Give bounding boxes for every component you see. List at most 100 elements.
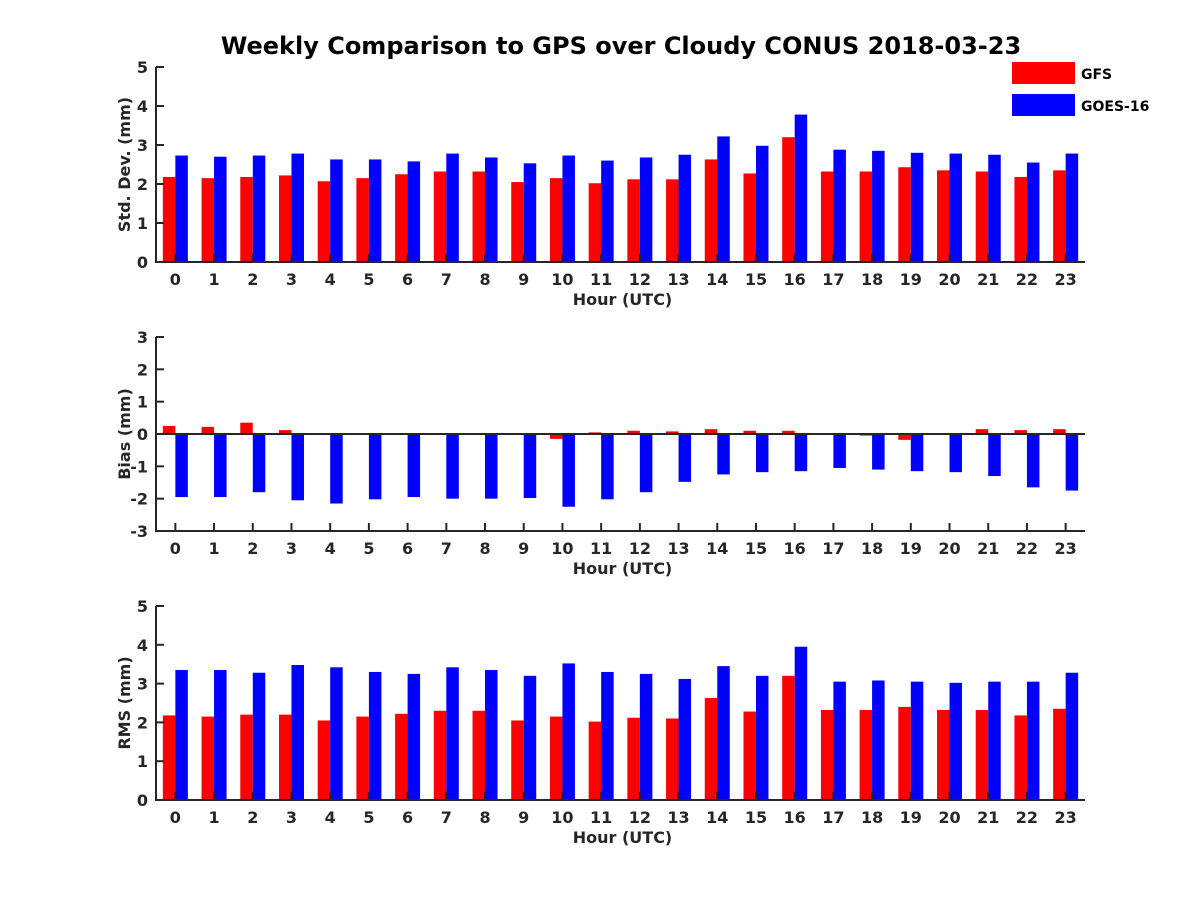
bar-goes16-bias-hour-1 xyxy=(214,434,227,498)
x-tick-label-stddev: 6 xyxy=(402,270,413,289)
bar-gfs-rms-hour-8 xyxy=(472,710,486,800)
y-tick-label-bias: 1 xyxy=(137,393,148,412)
bar-gfs-stddev-hour-8 xyxy=(472,171,486,262)
bar-gfs-bias-hour-13 xyxy=(666,431,679,434)
x-axis-label-rms: Hour (UTC) xyxy=(573,828,673,847)
bar-goes16-bias-hour-6 xyxy=(407,434,421,498)
bar-gfs-rms-hour-17 xyxy=(820,709,834,800)
bar-goes16-stddev-hour-2 xyxy=(252,155,266,262)
x-tick-label-rms: 17 xyxy=(822,808,844,827)
bar-goes16-stddev-hour-6 xyxy=(407,161,421,262)
y-axis-label-rms: RMS (mm) xyxy=(115,656,134,749)
x-tick-label-rms: 16 xyxy=(784,808,806,827)
x-tick-label-bias: 13 xyxy=(667,539,689,558)
bar-gfs-stddev-hour-2 xyxy=(240,176,253,262)
bar-goes16-rms-hour-8 xyxy=(485,670,498,800)
bar-goes16-bias-hour-19 xyxy=(910,434,924,472)
bar-goes16-bias-hour-9 xyxy=(523,434,537,499)
bar-gfs-bias-hour-16 xyxy=(782,430,795,434)
bar-gfs-rms-hour-18 xyxy=(859,709,873,800)
bar-goes16-stddev-hour-18 xyxy=(872,150,885,262)
bar-gfs-stddev-hour-3 xyxy=(278,175,292,262)
x-tick-label-stddev: 17 xyxy=(822,270,844,289)
x-tick-label-bias: 1 xyxy=(208,539,219,558)
y-tick-label-stddev: 2 xyxy=(137,175,148,194)
x-tick-label-rms: 19 xyxy=(900,808,922,827)
bar-gfs-rms-hour-3 xyxy=(278,714,292,800)
y-tick-label-rms: 3 xyxy=(137,675,148,694)
x-tick-label-stddev: 5 xyxy=(363,270,374,289)
bar-gfs-bias-hour-21 xyxy=(975,429,989,434)
x-tick-label-bias: 22 xyxy=(1016,539,1038,558)
bar-gfs-stddev-hour-15 xyxy=(743,173,756,262)
x-tick-label-rms: 23 xyxy=(1055,808,1077,827)
y-tick-label-rms: 4 xyxy=(137,636,148,655)
y-axis-label-bias: Bias (mm) xyxy=(115,388,134,480)
x-tick-label-bias: 2 xyxy=(247,539,258,558)
bar-goes16-rms-hour-14 xyxy=(717,666,730,800)
bar-gfs-stddev-hour-4 xyxy=(317,181,331,262)
x-tick-label-bias: 21 xyxy=(977,539,999,558)
y-tick-label-stddev: 5 xyxy=(137,58,148,77)
y-tick-label-bias: 0 xyxy=(137,425,148,444)
y-tick-label-rms: 0 xyxy=(137,791,148,810)
x-tick-label-stddev: 7 xyxy=(441,270,452,289)
y-tick-label-rms: 1 xyxy=(137,752,148,771)
bar-goes16-rms-hour-18 xyxy=(872,680,885,800)
x-tick-label-bias: 12 xyxy=(629,539,651,558)
bar-goes16-bias-hour-11 xyxy=(601,434,614,500)
y-tick-label-stddev: 1 xyxy=(137,214,148,233)
bar-goes16-bias-hour-23 xyxy=(1065,434,1079,491)
bar-gfs-stddev-hour-10 xyxy=(549,178,563,262)
bar-gfs-rms-hour-2 xyxy=(240,714,253,800)
legend-label-goes16: GOES-16 xyxy=(1081,99,1149,115)
bar-gfs-stddev-hour-20 xyxy=(937,170,950,262)
bar-goes16-stddev-hour-19 xyxy=(910,152,924,262)
x-tick-label-bias: 20 xyxy=(938,539,960,558)
bar-goes16-rms-hour-23 xyxy=(1065,672,1079,800)
bar-gfs-bias-hour-0 xyxy=(162,425,176,434)
x-tick-label-rms: 14 xyxy=(706,808,728,827)
bar-goes16-stddev-hour-12 xyxy=(639,157,653,262)
bar-gfs-stddev-hour-14 xyxy=(704,159,718,262)
bar-goes16-stddev-hour-16 xyxy=(794,114,808,262)
y-tick-label-bias: -1 xyxy=(130,457,148,476)
x-tick-label-rms: 6 xyxy=(402,808,413,827)
bar-goes16-stddev-hour-1 xyxy=(214,156,227,262)
x-tick-label-rms: 10 xyxy=(551,808,573,827)
x-axis-label-stddev: Hour (UTC) xyxy=(573,290,673,309)
x-tick-label-stddev: 14 xyxy=(706,270,728,289)
y-tick-label-bias: -3 xyxy=(130,522,148,541)
bar-gfs-bias-hour-10 xyxy=(549,434,563,439)
legend-swatch-gfs xyxy=(1012,62,1075,84)
x-tick-label-stddev: 20 xyxy=(938,270,960,289)
x-tick-label-bias: 6 xyxy=(402,539,413,558)
bar-gfs-bias-hour-14 xyxy=(704,429,718,434)
bar-goes16-stddev-hour-3 xyxy=(291,153,304,262)
x-tick-label-rms: 18 xyxy=(861,808,883,827)
bar-gfs-stddev-hour-13 xyxy=(666,179,679,262)
bar-gfs-stddev-hour-18 xyxy=(859,171,873,262)
y-tick-label-rms: 2 xyxy=(137,713,148,732)
bar-gfs-rms-hour-11 xyxy=(588,721,602,800)
x-tick-label-bias: 8 xyxy=(479,539,490,558)
bar-gfs-rms-hour-20 xyxy=(937,709,950,800)
bar-gfs-bias-hour-3 xyxy=(278,430,292,434)
bar-gfs-bias-hour-1 xyxy=(201,426,215,434)
x-tick-label-rms: 0 xyxy=(170,808,181,827)
x-axis-label-bias: Hour (UTC) xyxy=(573,559,673,578)
x-tick-label-stddev: 23 xyxy=(1055,270,1077,289)
x-tick-label-stddev: 1 xyxy=(208,270,219,289)
bar-gfs-rms-hour-0 xyxy=(162,715,176,800)
bar-goes16-bias-hour-21 xyxy=(988,434,1001,477)
bar-goes16-bias-hour-22 xyxy=(1026,434,1040,488)
bar-goes16-stddev-hour-5 xyxy=(368,159,382,262)
bar-gfs-stddev-hour-7 xyxy=(433,171,447,262)
x-tick-label-bias: 11 xyxy=(590,539,612,558)
bar-goes16-stddev-hour-20 xyxy=(949,153,963,262)
bar-goes16-stddev-hour-9 xyxy=(523,163,537,262)
